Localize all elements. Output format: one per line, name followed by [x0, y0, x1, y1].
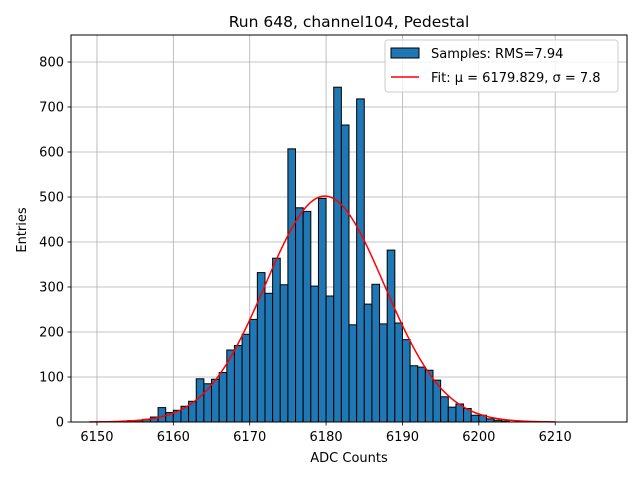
- y-tick-label: 400: [39, 236, 64, 251]
- x-axis-ticks: 6150 6160 6170 6180 6190 6200 6210: [80, 422, 572, 445]
- histogram-bar: [348, 324, 358, 423]
- x-axis-label: ADC Counts: [310, 451, 388, 466]
- histogram-bar: [264, 292, 274, 423]
- histogram-bar: [279, 284, 289, 423]
- x-tick-label: 6170: [233, 430, 266, 445]
- histogram-bar: [356, 98, 365, 423]
- histogram-bar: [249, 318, 258, 423]
- histogram-bar: [317, 197, 327, 423]
- histogram-bar: [157, 407, 167, 423]
- histogram-bar: [401, 339, 411, 423]
- legend-samples-swatch: [390, 47, 420, 59]
- histogram-bar: [340, 124, 350, 423]
- histogram-bar: [241, 333, 251, 423]
- histogram-bar: [379, 323, 388, 423]
- histogram-bar: [325, 295, 335, 423]
- x-tick-label: 6200: [462, 430, 495, 445]
- histogram-bar: [440, 396, 449, 423]
- y-tick-label: 300: [39, 281, 64, 296]
- legend-box: [384, 39, 619, 93]
- fit-curve: [89, 195, 556, 423]
- y-axis-ticks: 0 100 200 300 400 500 600 700 800: [39, 56, 71, 431]
- legend: Samples: RMS=7.94 Fit: μ = 6179.829, σ =…: [384, 39, 619, 93]
- x-tick-label: 6190: [386, 430, 419, 445]
- histogram-bar: [470, 414, 480, 423]
- histogram-bar: [409, 365, 419, 423]
- histogram-bar: [218, 372, 228, 423]
- x-tick-label: 6210: [539, 430, 572, 445]
- legend-samples-label: Samples: RMS=7.94: [431, 47, 563, 62]
- legend-fit-label: Fit: μ = 6179.829, σ = 7.8: [431, 71, 601, 86]
- x-tick-label: 6180: [310, 430, 343, 445]
- histogram-bar: [371, 283, 381, 423]
- y-tick-label: 100: [39, 371, 64, 386]
- histogram-bar: [211, 378, 220, 423]
- histogram-bar: [394, 322, 403, 423]
- y-axis-label: Entries: [15, 207, 30, 253]
- histogram-bar: [233, 345, 243, 423]
- histogram-bar: [310, 285, 319, 423]
- chart-title: Run 648, channel104, Pedestal: [229, 13, 470, 31]
- plot-frame: [70, 34, 628, 423]
- fit-curve-group: [89, 195, 556, 423]
- histogram-bar: [363, 303, 373, 423]
- histogram-bar: [302, 210, 312, 423]
- x-tick-label: 6160: [157, 430, 190, 445]
- histogram-bar: [386, 249, 396, 423]
- histogram-bar: [417, 366, 426, 423]
- histogram-bar: [333, 86, 342, 423]
- histogram-bars: [127, 86, 510, 423]
- histogram-bar: [287, 148, 297, 423]
- histogram-bar: [447, 406, 457, 423]
- histogram-bar: [272, 257, 281, 423]
- histogram-bar: [195, 378, 205, 423]
- y-tick-label: 700: [39, 101, 64, 116]
- y-tick-label: 200: [39, 326, 64, 341]
- histogram-bar: [295, 207, 304, 423]
- y-tick-label: 0: [56, 416, 64, 431]
- y-tick-label: 500: [39, 191, 64, 206]
- x-tick-label: 6150: [80, 430, 113, 445]
- y-tick-label: 800: [39, 56, 64, 71]
- y-tick-label: 600: [39, 146, 64, 161]
